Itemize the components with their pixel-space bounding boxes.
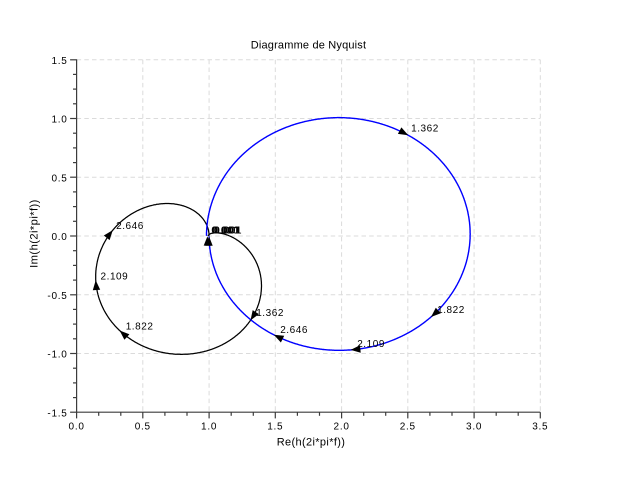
svg-text:3.5: 3.5 bbox=[532, 422, 548, 433]
svg-text:2.0: 2.0 bbox=[334, 422, 350, 433]
svg-text:1.0: 1.0 bbox=[51, 115, 67, 126]
svg-text:1.362: 1.362 bbox=[256, 308, 284, 319]
svg-text:1.822: 1.822 bbox=[126, 321, 154, 332]
svg-text:-1.0: -1.0 bbox=[47, 350, 67, 361]
svg-text:0.010: 0.010 bbox=[211, 225, 239, 236]
svg-text:2.5: 2.5 bbox=[400, 422, 416, 433]
svg-text:0.001: 0.001 bbox=[214, 225, 242, 236]
svg-text:2.646: 2.646 bbox=[280, 325, 308, 336]
svg-text:3.0: 3.0 bbox=[466, 422, 482, 433]
svg-text:0.0: 0.0 bbox=[69, 422, 85, 433]
svg-text:0.001: 0.001 bbox=[213, 225, 241, 236]
svg-text:2.646: 2.646 bbox=[116, 221, 144, 232]
svg-text:1.822: 1.822 bbox=[437, 305, 465, 316]
svg-text:1.5: 1.5 bbox=[267, 422, 283, 433]
svg-text:2.109: 2.109 bbox=[357, 339, 385, 350]
svg-text:0.5: 0.5 bbox=[135, 422, 151, 433]
svg-text:0.0: 0.0 bbox=[51, 232, 67, 243]
svg-text:Diagramme de Nyquist: Diagramme de Nyquist bbox=[251, 39, 366, 51]
svg-text:Re(h(2i*pi*f)): Re(h(2i*pi*f)) bbox=[277, 436, 346, 448]
svg-text:1.362: 1.362 bbox=[411, 124, 439, 135]
svg-text:1.0: 1.0 bbox=[201, 422, 217, 433]
svg-text:0.001: 0.001 bbox=[212, 225, 240, 236]
svg-text:2.109: 2.109 bbox=[101, 272, 129, 283]
svg-text:0.5: 0.5 bbox=[51, 173, 67, 184]
svg-text:-1.5: -1.5 bbox=[47, 408, 67, 419]
svg-text:Im(h(2i*pi*f)): Im(h(2i*pi*f)) bbox=[29, 199, 41, 268]
svg-text:0.001: 0.001 bbox=[214, 225, 242, 236]
svg-text:1.5: 1.5 bbox=[51, 56, 67, 67]
svg-text:-0.5: -0.5 bbox=[47, 291, 67, 302]
